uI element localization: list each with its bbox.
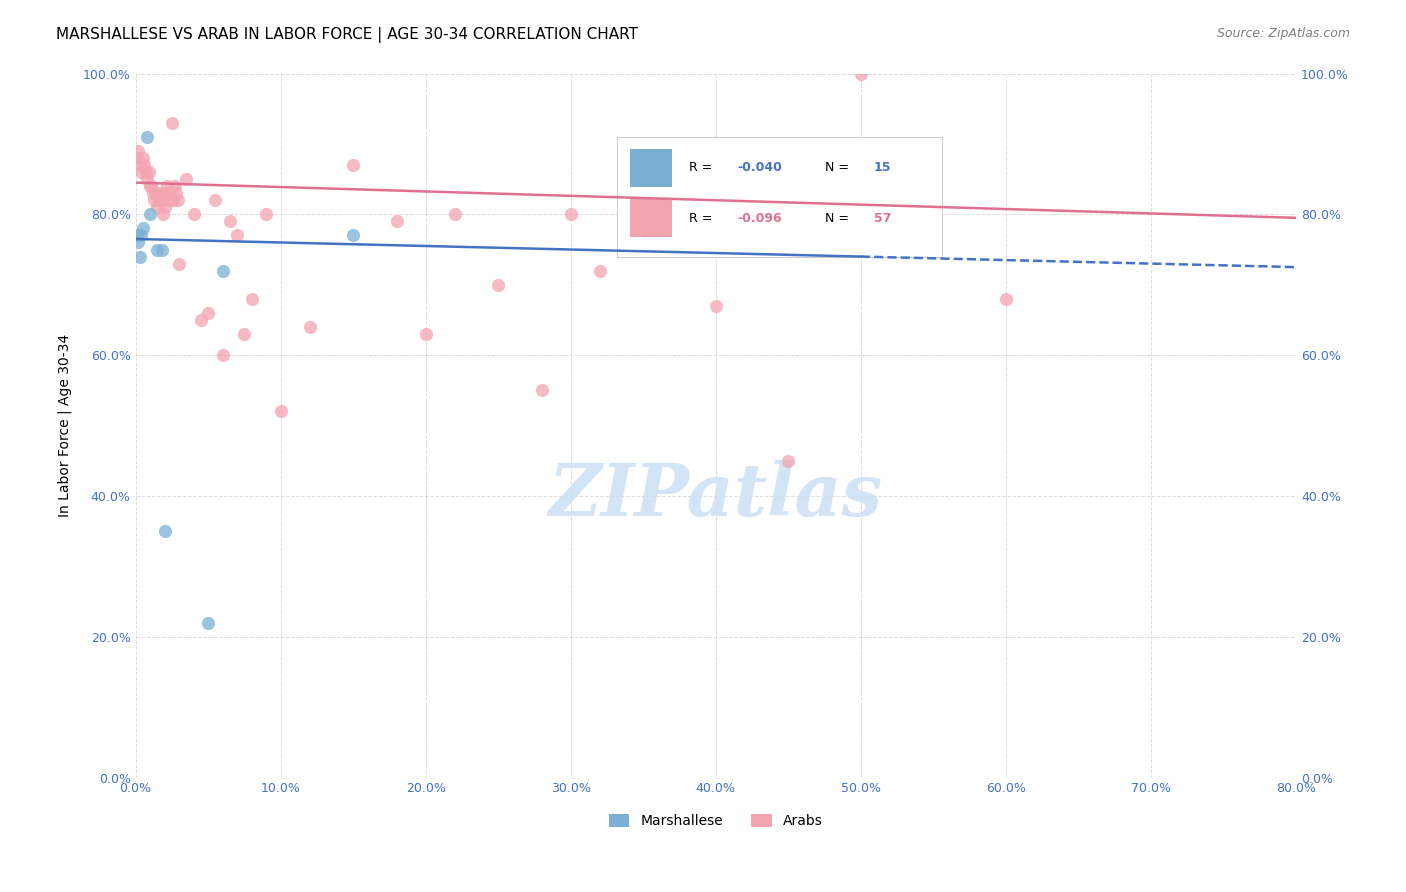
Point — [560, 207, 582, 221]
Point — [150, 193, 173, 207]
Point — [146, 200, 169, 214]
Point — [342, 228, 364, 243]
Point — [152, 207, 174, 221]
Point — [157, 186, 180, 201]
Point — [197, 615, 219, 630]
Point — [204, 193, 226, 207]
Point — [218, 214, 240, 228]
Point — [240, 292, 263, 306]
Point — [385, 214, 408, 228]
Point — [150, 243, 173, 257]
Point — [131, 165, 153, 179]
Point — [136, 172, 159, 186]
Point — [136, 129, 159, 144]
Point — [149, 186, 172, 201]
Point — [148, 193, 170, 207]
Point — [415, 326, 437, 341]
Point — [589, 263, 612, 277]
Point — [270, 404, 292, 418]
Point — [134, 158, 156, 172]
Point — [342, 158, 364, 172]
Point — [143, 193, 166, 207]
Point — [211, 263, 233, 277]
Point — [128, 158, 150, 172]
Point — [132, 151, 155, 165]
Point — [166, 193, 188, 207]
Point — [849, 66, 872, 80]
Y-axis label: In Labor Force | Age 30-34: In Labor Force | Age 30-34 — [58, 334, 72, 517]
Point — [165, 186, 187, 201]
Point — [233, 326, 256, 341]
Point — [163, 179, 186, 194]
Point — [141, 179, 163, 194]
Point — [254, 207, 277, 221]
Point — [125, 151, 148, 165]
Point — [139, 207, 162, 221]
Point — [125, 228, 148, 243]
Point — [142, 186, 165, 201]
Point — [486, 277, 509, 292]
Point — [675, 228, 697, 243]
Point — [153, 200, 176, 214]
Point — [530, 384, 553, 398]
Point — [704, 221, 727, 235]
Point — [778, 454, 800, 468]
Point — [128, 250, 150, 264]
Point — [298, 320, 321, 334]
Point — [127, 235, 149, 250]
Point — [183, 207, 205, 221]
Point — [994, 292, 1017, 306]
Point — [159, 193, 181, 207]
Point — [167, 257, 190, 271]
Point — [704, 299, 727, 313]
Text: MARSHALLESE VS ARAB IN LABOR FORCE | AGE 30-34 CORRELATION CHART: MARSHALLESE VS ARAB IN LABOR FORCE | AGE… — [56, 27, 638, 43]
Point — [135, 165, 157, 179]
Point — [176, 172, 198, 186]
Text: Source: ZipAtlas.com: Source: ZipAtlas.com — [1216, 27, 1350, 40]
Point — [633, 186, 655, 201]
Point — [139, 179, 162, 194]
Point — [156, 179, 179, 194]
Point — [127, 144, 149, 158]
Point — [226, 228, 249, 243]
Text: ZIPatlas: ZIPatlas — [548, 460, 883, 532]
Point — [146, 243, 169, 257]
Point — [162, 193, 184, 207]
Point — [131, 228, 153, 243]
Point — [138, 165, 160, 179]
Point — [443, 207, 465, 221]
Point — [132, 221, 155, 235]
Legend: Marshallese, Arabs: Marshallese, Arabs — [603, 809, 828, 834]
Point — [197, 306, 219, 320]
Point — [153, 524, 176, 538]
Point — [160, 116, 183, 130]
Point — [190, 313, 212, 327]
Point — [211, 348, 233, 362]
Point — [145, 186, 167, 201]
Point — [155, 186, 177, 201]
